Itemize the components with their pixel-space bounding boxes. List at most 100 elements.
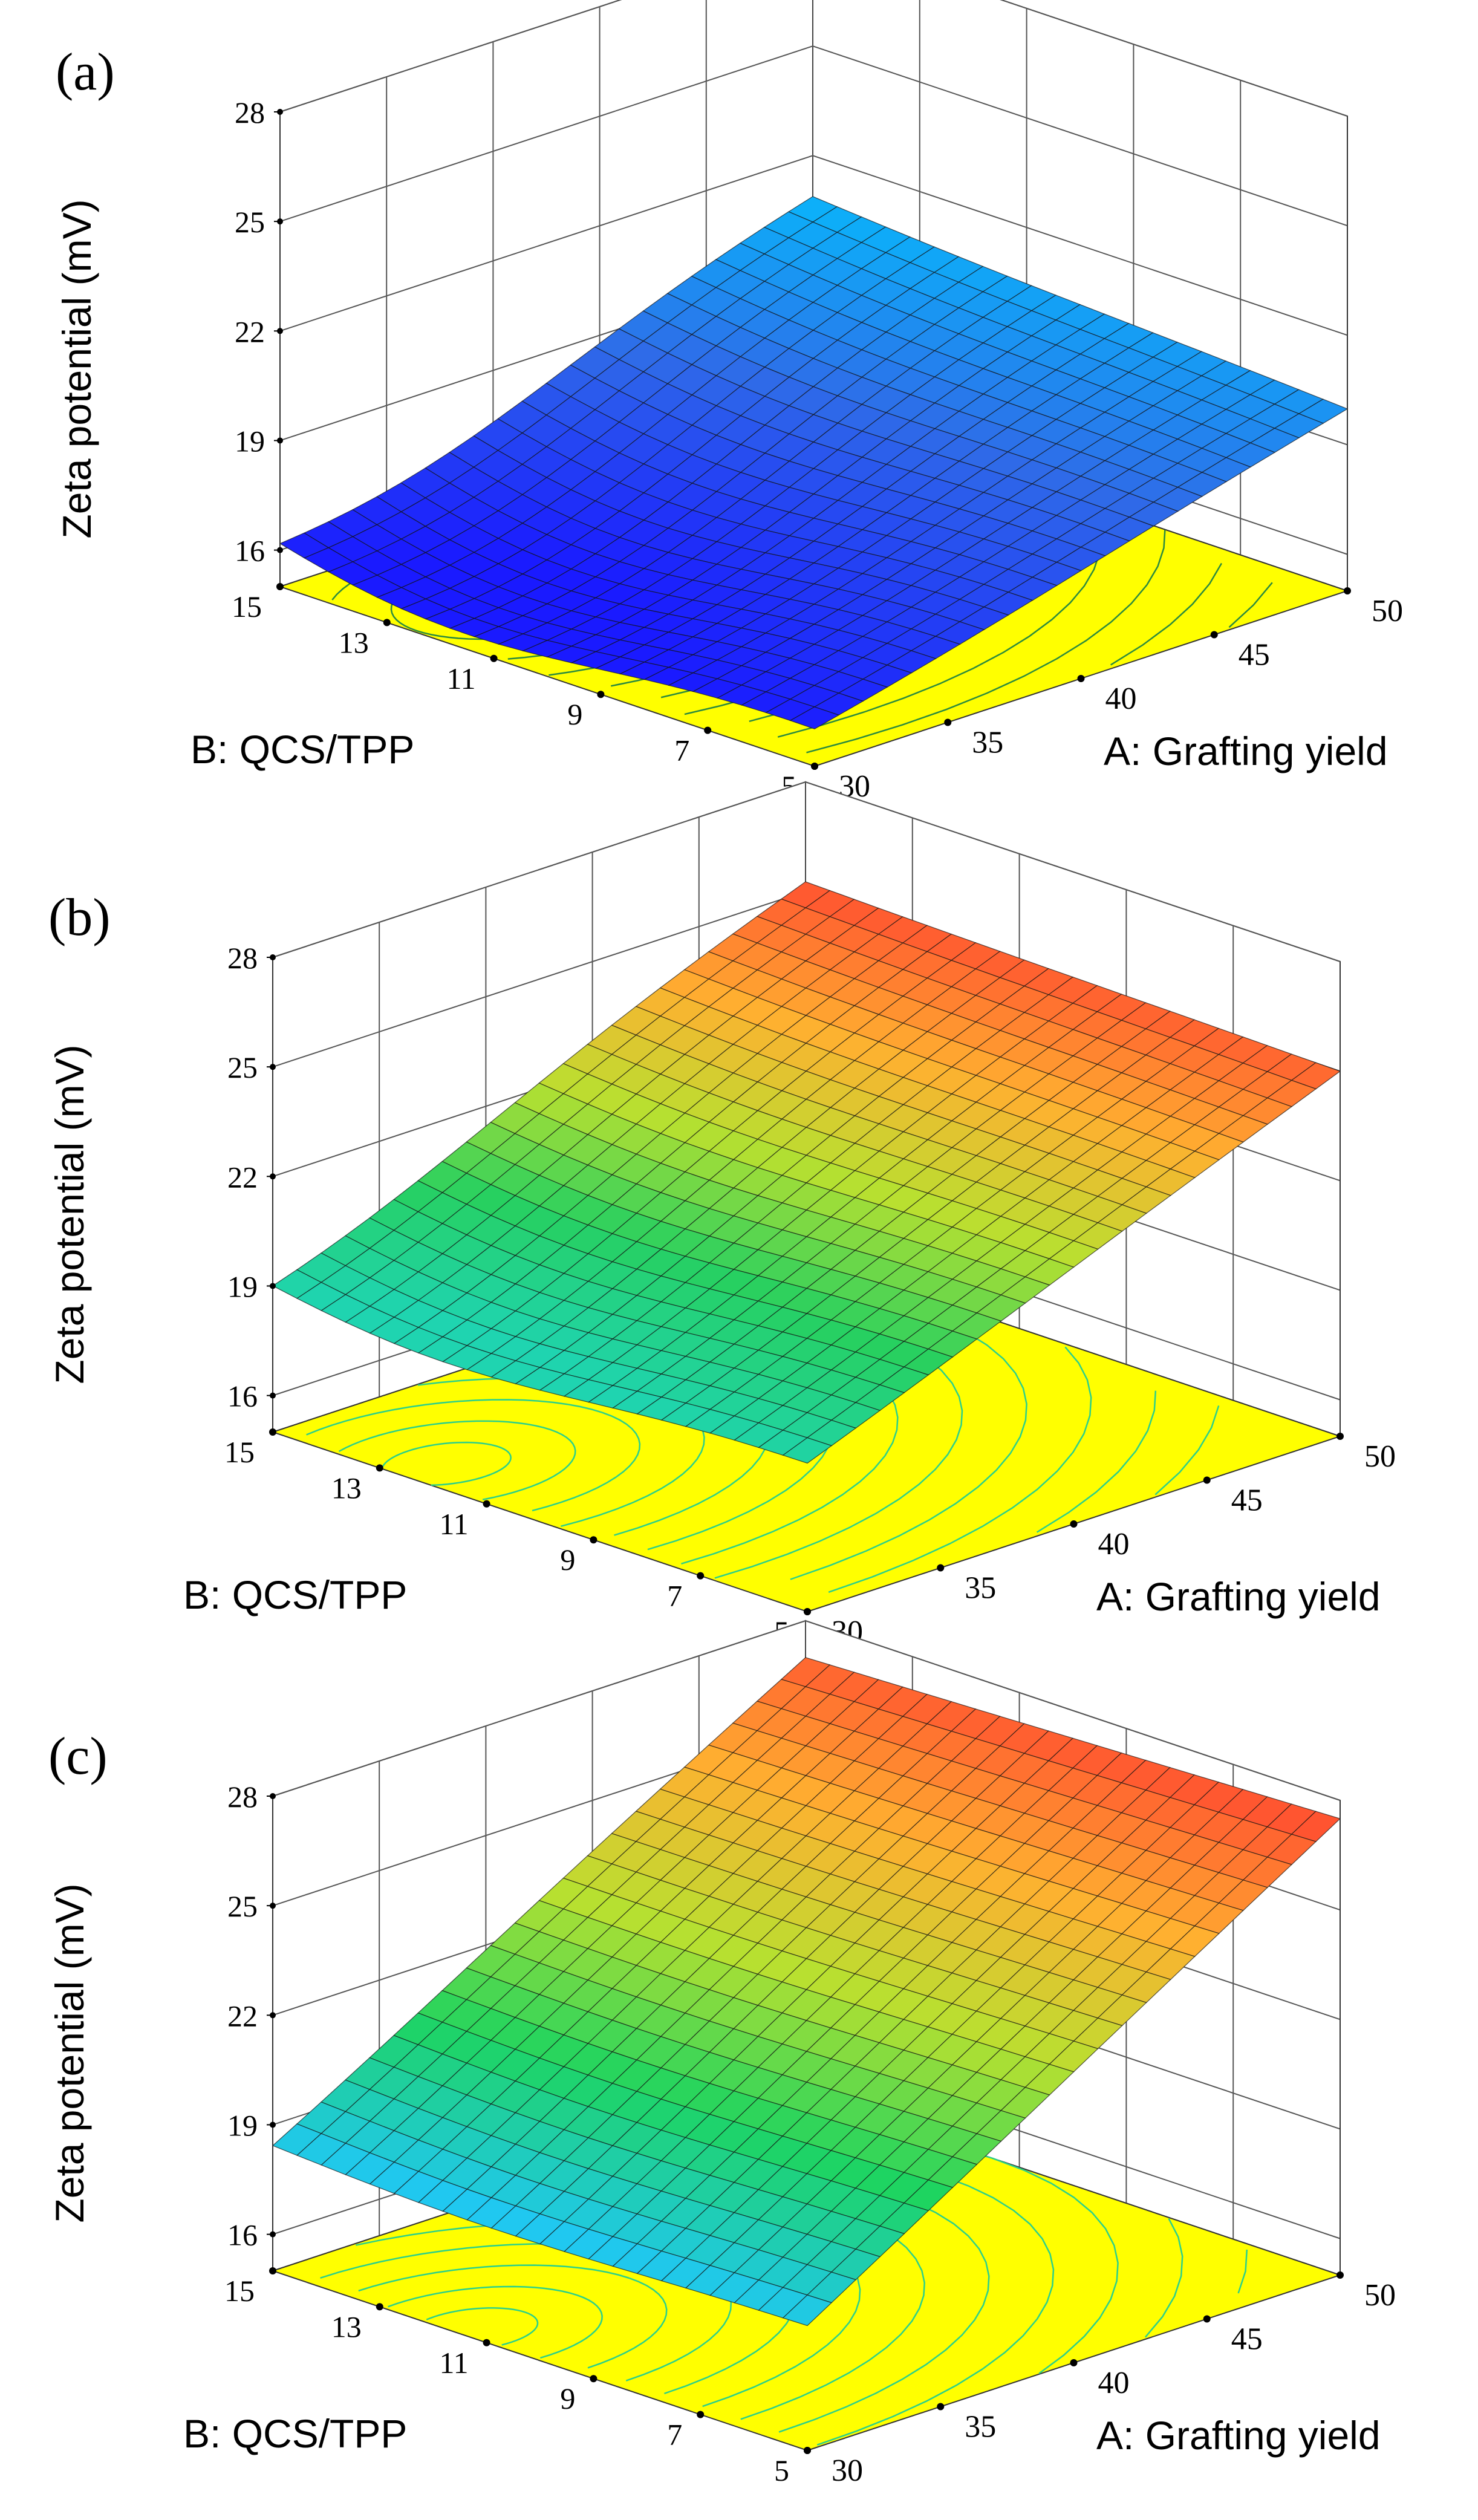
panel-label: (c) (48, 1727, 108, 1786)
surface-cell (782, 1437, 833, 1464)
y-tick-label: 7 (674, 734, 689, 767)
contour-line (1154, 1405, 1220, 1496)
y-tick-label: 15 (232, 590, 262, 623)
x-axis-title: A: Grafting yield (1096, 1574, 1381, 1619)
contour-line (338, 1420, 551, 1453)
contour-line (1110, 562, 1223, 666)
x-tick-dot (1203, 2315, 1211, 2323)
y-tick-dot (483, 2339, 490, 2346)
z-tick-label: 25 (227, 1050, 258, 1084)
z-tick-label: 25 (235, 205, 265, 239)
contour-line (381, 1441, 499, 1469)
y-tick-dot (704, 726, 712, 734)
z-tick-label: 16 (227, 2218, 258, 2252)
y-tick-label: 13 (339, 625, 369, 659)
panel-label: (a) (56, 43, 115, 102)
contour-line (532, 1411, 641, 1512)
z-tick-label: 22 (227, 1999, 258, 2033)
y-tick-label: 15 (224, 2274, 255, 2308)
x-tick-dot (1336, 2271, 1344, 2279)
z-tick-dot (270, 2231, 276, 2238)
x-tick-label: 50 (1372, 594, 1403, 628)
x-tick-label: 35 (965, 2410, 996, 2444)
wall-grid-line (279, 0, 1348, 117)
x-tick-dot (1336, 1433, 1344, 1440)
z-tick-label: 28 (227, 1780, 258, 1814)
x-axis-title: A: Grafting yield (1096, 2413, 1381, 2458)
contour-line (790, 1309, 1027, 1580)
z-tick-dot (277, 328, 283, 334)
z-tick-dot (270, 1064, 276, 1070)
y-tick-label: 7 (667, 1579, 682, 1613)
wall-grid-line (279, 155, 1348, 336)
z-ticks: 28 25 22 19 16 (227, 1780, 276, 2252)
y-tick-dot (376, 1464, 383, 1472)
z-tick-dot (270, 2012, 276, 2019)
x-tick-dot (1070, 2359, 1078, 2366)
contour-line (587, 2277, 668, 2369)
x-tick-label: 35 (972, 726, 1003, 760)
wall-grid-line (279, 45, 1348, 227)
y-tick-label: 11 (446, 662, 475, 695)
y-axis-title: B: QCS/TPP (190, 727, 414, 772)
y-tick-dot (490, 654, 498, 662)
z-axis-title: Zeta potential (mV) (47, 1044, 92, 1384)
x-tick-label: 40 (1098, 1527, 1130, 1561)
box-edges (272, 957, 1341, 1436)
z-tick-dot (270, 1283, 276, 1289)
z-tick-dot (270, 1793, 276, 1799)
y-tick-label: 13 (331, 1471, 362, 1505)
z-axis-title: Zeta potential (mV) (47, 1883, 92, 2222)
x-tick-label: 40 (1098, 2366, 1130, 2400)
z-tick-label: 19 (227, 2108, 258, 2142)
contour-line (426, 2307, 526, 2320)
x-tick-dot (1344, 587, 1351, 594)
y-tick-dot (276, 583, 284, 590)
box-edges (279, 112, 1348, 591)
contour-line (992, 2157, 1119, 2374)
z-tick-dot (270, 954, 276, 960)
contour-line (431, 1446, 512, 1486)
x-tick-label: 50 (1364, 1439, 1396, 1474)
contour-line (358, 2264, 630, 2292)
response-surface (279, 196, 1349, 729)
x-tick-label: 45 (1239, 638, 1270, 672)
x-tick-dot (937, 2403, 945, 2411)
z-tick-dot (270, 1173, 276, 1180)
contour-line (388, 2285, 578, 2308)
z-axis-title: Zeta potential (mV) (54, 199, 99, 538)
wall-grid-line (272, 781, 1341, 962)
z-tick-dot (277, 218, 283, 225)
y-tick-label: 13 (331, 2310, 362, 2343)
x-tick-dot (944, 718, 952, 726)
surface-cell (789, 706, 840, 729)
y-tick-dot (811, 763, 818, 770)
z-tick-label: 19 (227, 1269, 258, 1303)
response-surface (272, 1657, 1341, 2326)
x-tick-label: 45 (1231, 2322, 1263, 2357)
contour-line (482, 1428, 576, 1500)
y-tick-dot (269, 1428, 276, 1436)
contour-line (1228, 582, 1273, 628)
x-tick-dot (1210, 631, 1218, 639)
z-tick-dot (277, 109, 283, 115)
y-tick-dot (590, 2375, 597, 2383)
x-axis-title: A: Grafting yield (1104, 729, 1388, 773)
x-tick-dot (1203, 1476, 1211, 1484)
z-tick-label: 22 (235, 314, 265, 348)
y-tick-dot (697, 1572, 705, 1580)
y-tick-label: 7 (667, 2418, 682, 2452)
contour-line (778, 2192, 990, 2433)
z-tick-label: 28 (227, 941, 258, 975)
z-tick-label: 16 (227, 1379, 258, 1413)
x-tick-label: 45 (1231, 1483, 1263, 1518)
y-tick-dot (383, 619, 391, 627)
contour-line (540, 2294, 603, 2359)
